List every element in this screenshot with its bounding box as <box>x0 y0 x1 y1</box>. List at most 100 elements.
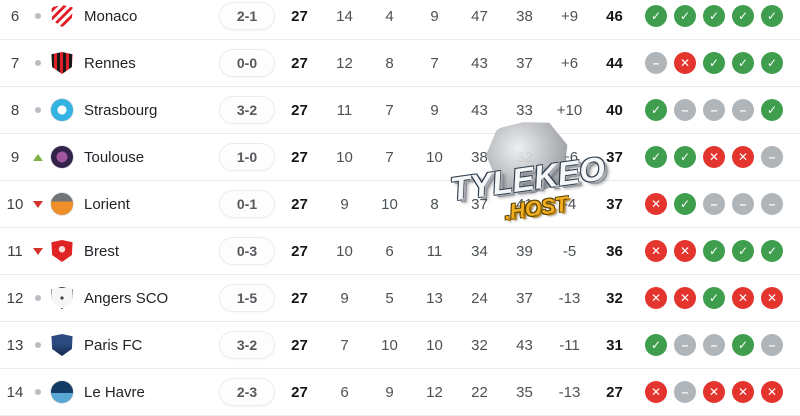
form-result-draw-icon: – <box>761 193 783 215</box>
form-indicators: ✕ ✕ ✓ ✕ ✕ <box>637 287 800 309</box>
last-match-score-wrap: 3-2 <box>217 331 277 359</box>
last-match-score[interactable]: 0-1 <box>219 190 275 218</box>
last-match-score[interactable]: 3-2 <box>219 331 275 359</box>
goals-for: 43 <box>471 54 488 72</box>
goals-against: 43 <box>516 336 533 354</box>
matches-played: 27 <box>291 383 308 401</box>
goal-difference: +6 <box>560 148 579 166</box>
form-result-win-icon: ✓ <box>674 193 696 215</box>
table-row[interactable]: 6 Monaco 2-1 27 14 4 9 47 38 +9 46 ✓ ✓ ✓ ✓ ✓ <box>0 0 800 40</box>
team-logo-icon <box>51 52 73 74</box>
form-result-win-icon: ✓ <box>761 52 783 74</box>
team-logo-icon <box>51 240 73 262</box>
position-number: 6 <box>10 7 20 25</box>
team-name[interactable]: Rennes <box>84 54 136 72</box>
matches-played: 27 <box>291 195 308 213</box>
form-result-loss-icon: ✕ <box>674 52 696 74</box>
goal-difference: -5 <box>562 242 577 260</box>
team-name[interactable]: Strasbourg <box>84 101 158 119</box>
position-change-icon <box>33 247 43 255</box>
form-indicators: ✓ ✓ ✓ ✓ ✓ <box>637 5 800 27</box>
points: 27 <box>606 383 623 401</box>
form-result-win-icon: ✓ <box>645 5 667 27</box>
last-match-score-wrap: 2-3 <box>217 378 277 406</box>
draws: 10 <box>381 336 398 354</box>
position-change-indicator <box>30 60 46 66</box>
last-match-score-wrap: 2-1 <box>217 2 277 30</box>
last-match-score[interactable]: 2-1 <box>219 2 275 30</box>
goals-against: 32 <box>516 148 533 166</box>
losses: 8 <box>430 195 439 213</box>
team-name[interactable]: Le Havre <box>84 383 145 401</box>
table-row[interactable]: 12 Angers SCO 1-5 27 9 5 13 24 37 -13 32… <box>0 275 800 322</box>
last-match-score[interactable]: 0-0 <box>219 49 275 77</box>
position-number: 7 <box>10 54 20 72</box>
form-result-win-icon: ✓ <box>732 334 754 356</box>
goal-difference: -13 <box>558 289 581 307</box>
form-result-win-icon: ✓ <box>703 52 725 74</box>
table-row[interactable]: 10 Lorient 0-1 27 9 10 8 37 41 -4 37 ✕ ✓ –… <box>0 181 800 228</box>
table-row[interactable]: 13 Paris FC 3-2 27 7 10 10 32 43 -11 31 … <box>0 322 800 369</box>
table-row[interactable]: 14 Le Havre 2-3 27 6 9 12 22 35 -13 27 ✕… <box>0 369 800 416</box>
goals-against: 37 <box>516 54 533 72</box>
matches-played: 27 <box>291 336 308 354</box>
team-name[interactable]: Lorient <box>84 195 130 213</box>
team-name[interactable]: Angers SCO <box>84 289 169 307</box>
team-logo-wrap <box>46 5 78 27</box>
wins: 7 <box>340 336 349 354</box>
team-logo-icon <box>51 146 73 168</box>
team-name[interactable]: Brest <box>84 242 120 260</box>
last-match-score-wrap: 0-3 <box>217 237 277 265</box>
points: 46 <box>606 7 623 25</box>
table-row[interactable]: 11 Brest 0-3 27 10 6 11 34 39 -5 36 ✕ ✕ ✓ ✓… <box>0 228 800 275</box>
form-result-win-icon: ✓ <box>674 146 696 168</box>
form-result-win-icon: ✓ <box>732 240 754 262</box>
form-result-draw-icon: – <box>703 193 725 215</box>
position-change-indicator <box>30 389 46 395</box>
points: 37 <box>606 148 623 166</box>
team-name[interactable]: Toulouse <box>84 148 145 166</box>
form-result-win-icon: ✓ <box>703 287 725 309</box>
last-match-score[interactable]: 0-3 <box>219 237 275 265</box>
last-match-score-wrap: 1-5 <box>217 284 277 312</box>
form-result-loss-icon: ✕ <box>674 240 696 262</box>
form-result-draw-icon: – <box>732 193 754 215</box>
draws: 5 <box>385 289 394 307</box>
losses: 10 <box>426 148 443 166</box>
form-indicators: ✕ ✓ – – – <box>637 193 800 215</box>
last-match-score[interactable]: 1-5 <box>219 284 275 312</box>
team-logo-icon <box>51 381 73 403</box>
table-row[interactable]: 8 Strasbourg 3-2 27 11 7 9 43 33 +10 40 … <box>0 87 800 134</box>
last-match-score[interactable]: 2-3 <box>219 378 275 406</box>
form-result-win-icon: ✓ <box>645 146 667 168</box>
team-logo-wrap <box>46 52 78 74</box>
table-row[interactable]: 7 Rennes 0-0 27 12 8 7 43 37 +6 44 – ✕ ✓ ✓ ✓ <box>0 40 800 87</box>
form-result-loss-icon: ✕ <box>703 146 725 168</box>
form-result-loss-icon: ✕ <box>703 381 725 403</box>
points: 40 <box>606 101 623 119</box>
position-change-icon <box>33 153 43 161</box>
draws: 6 <box>385 242 394 260</box>
position-change-icon <box>35 295 41 301</box>
position-change-indicator <box>30 153 46 161</box>
draws: 9 <box>385 383 394 401</box>
table-row[interactable]: 9 Toulouse 1-0 27 10 7 10 38 32 +6 37 ✓ ✓… <box>0 134 800 181</box>
position-number: 13 <box>6 336 24 354</box>
goals-for: 38 <box>471 148 488 166</box>
matches-played: 27 <box>291 101 308 119</box>
last-match-score-wrap: 1-0 <box>217 143 277 171</box>
wins: 12 <box>336 54 353 72</box>
team-name[interactable]: Paris FC <box>84 336 143 354</box>
position-change-indicator <box>30 342 46 348</box>
last-match-score[interactable]: 3-2 <box>219 96 275 124</box>
team-logo-wrap <box>46 334 78 356</box>
team-name[interactable]: Monaco <box>84 7 138 25</box>
goals-for: 47 <box>471 7 488 25</box>
position-number: 10 <box>6 195 24 213</box>
form-result-loss-icon: ✕ <box>761 381 783 403</box>
losses: 10 <box>426 336 443 354</box>
form-result-draw-icon: – <box>674 334 696 356</box>
form-indicators: ✕ – ✕ ✕ ✕ <box>637 381 800 403</box>
last-match-score[interactable]: 1-0 <box>219 143 275 171</box>
form-result-win-icon: ✓ <box>761 99 783 121</box>
